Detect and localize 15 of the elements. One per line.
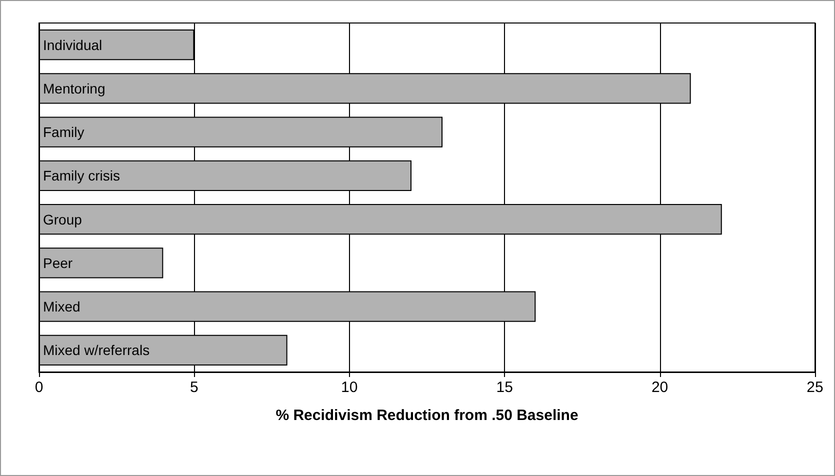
y-tick-label: Peer <box>43 254 73 271</box>
x-tick-label: 0 <box>34 379 44 396</box>
x-tick-label: 10 <box>341 379 358 396</box>
y-tick-label: Family crisis <box>43 168 120 184</box>
x-tick-label: 25 <box>806 379 824 396</box>
y-tick-label: Family <box>43 124 84 140</box>
y-tick-label: Mentoring <box>43 80 106 96</box>
x-tick-label: 5 <box>190 379 198 396</box>
x-tick-label: 20 <box>651 379 668 396</box>
y-tick-label: Individual <box>43 36 102 53</box>
y-tick-label: Mixed <box>43 298 80 315</box>
x-tick-label: 15 <box>496 379 513 396</box>
y-tick-label: Group <box>43 211 82 228</box>
x-axis-title: % Recidivism Reduction from .50 Baseline <box>276 407 578 424</box>
y-tick-label: Mixed w/referrals <box>43 342 150 358</box>
